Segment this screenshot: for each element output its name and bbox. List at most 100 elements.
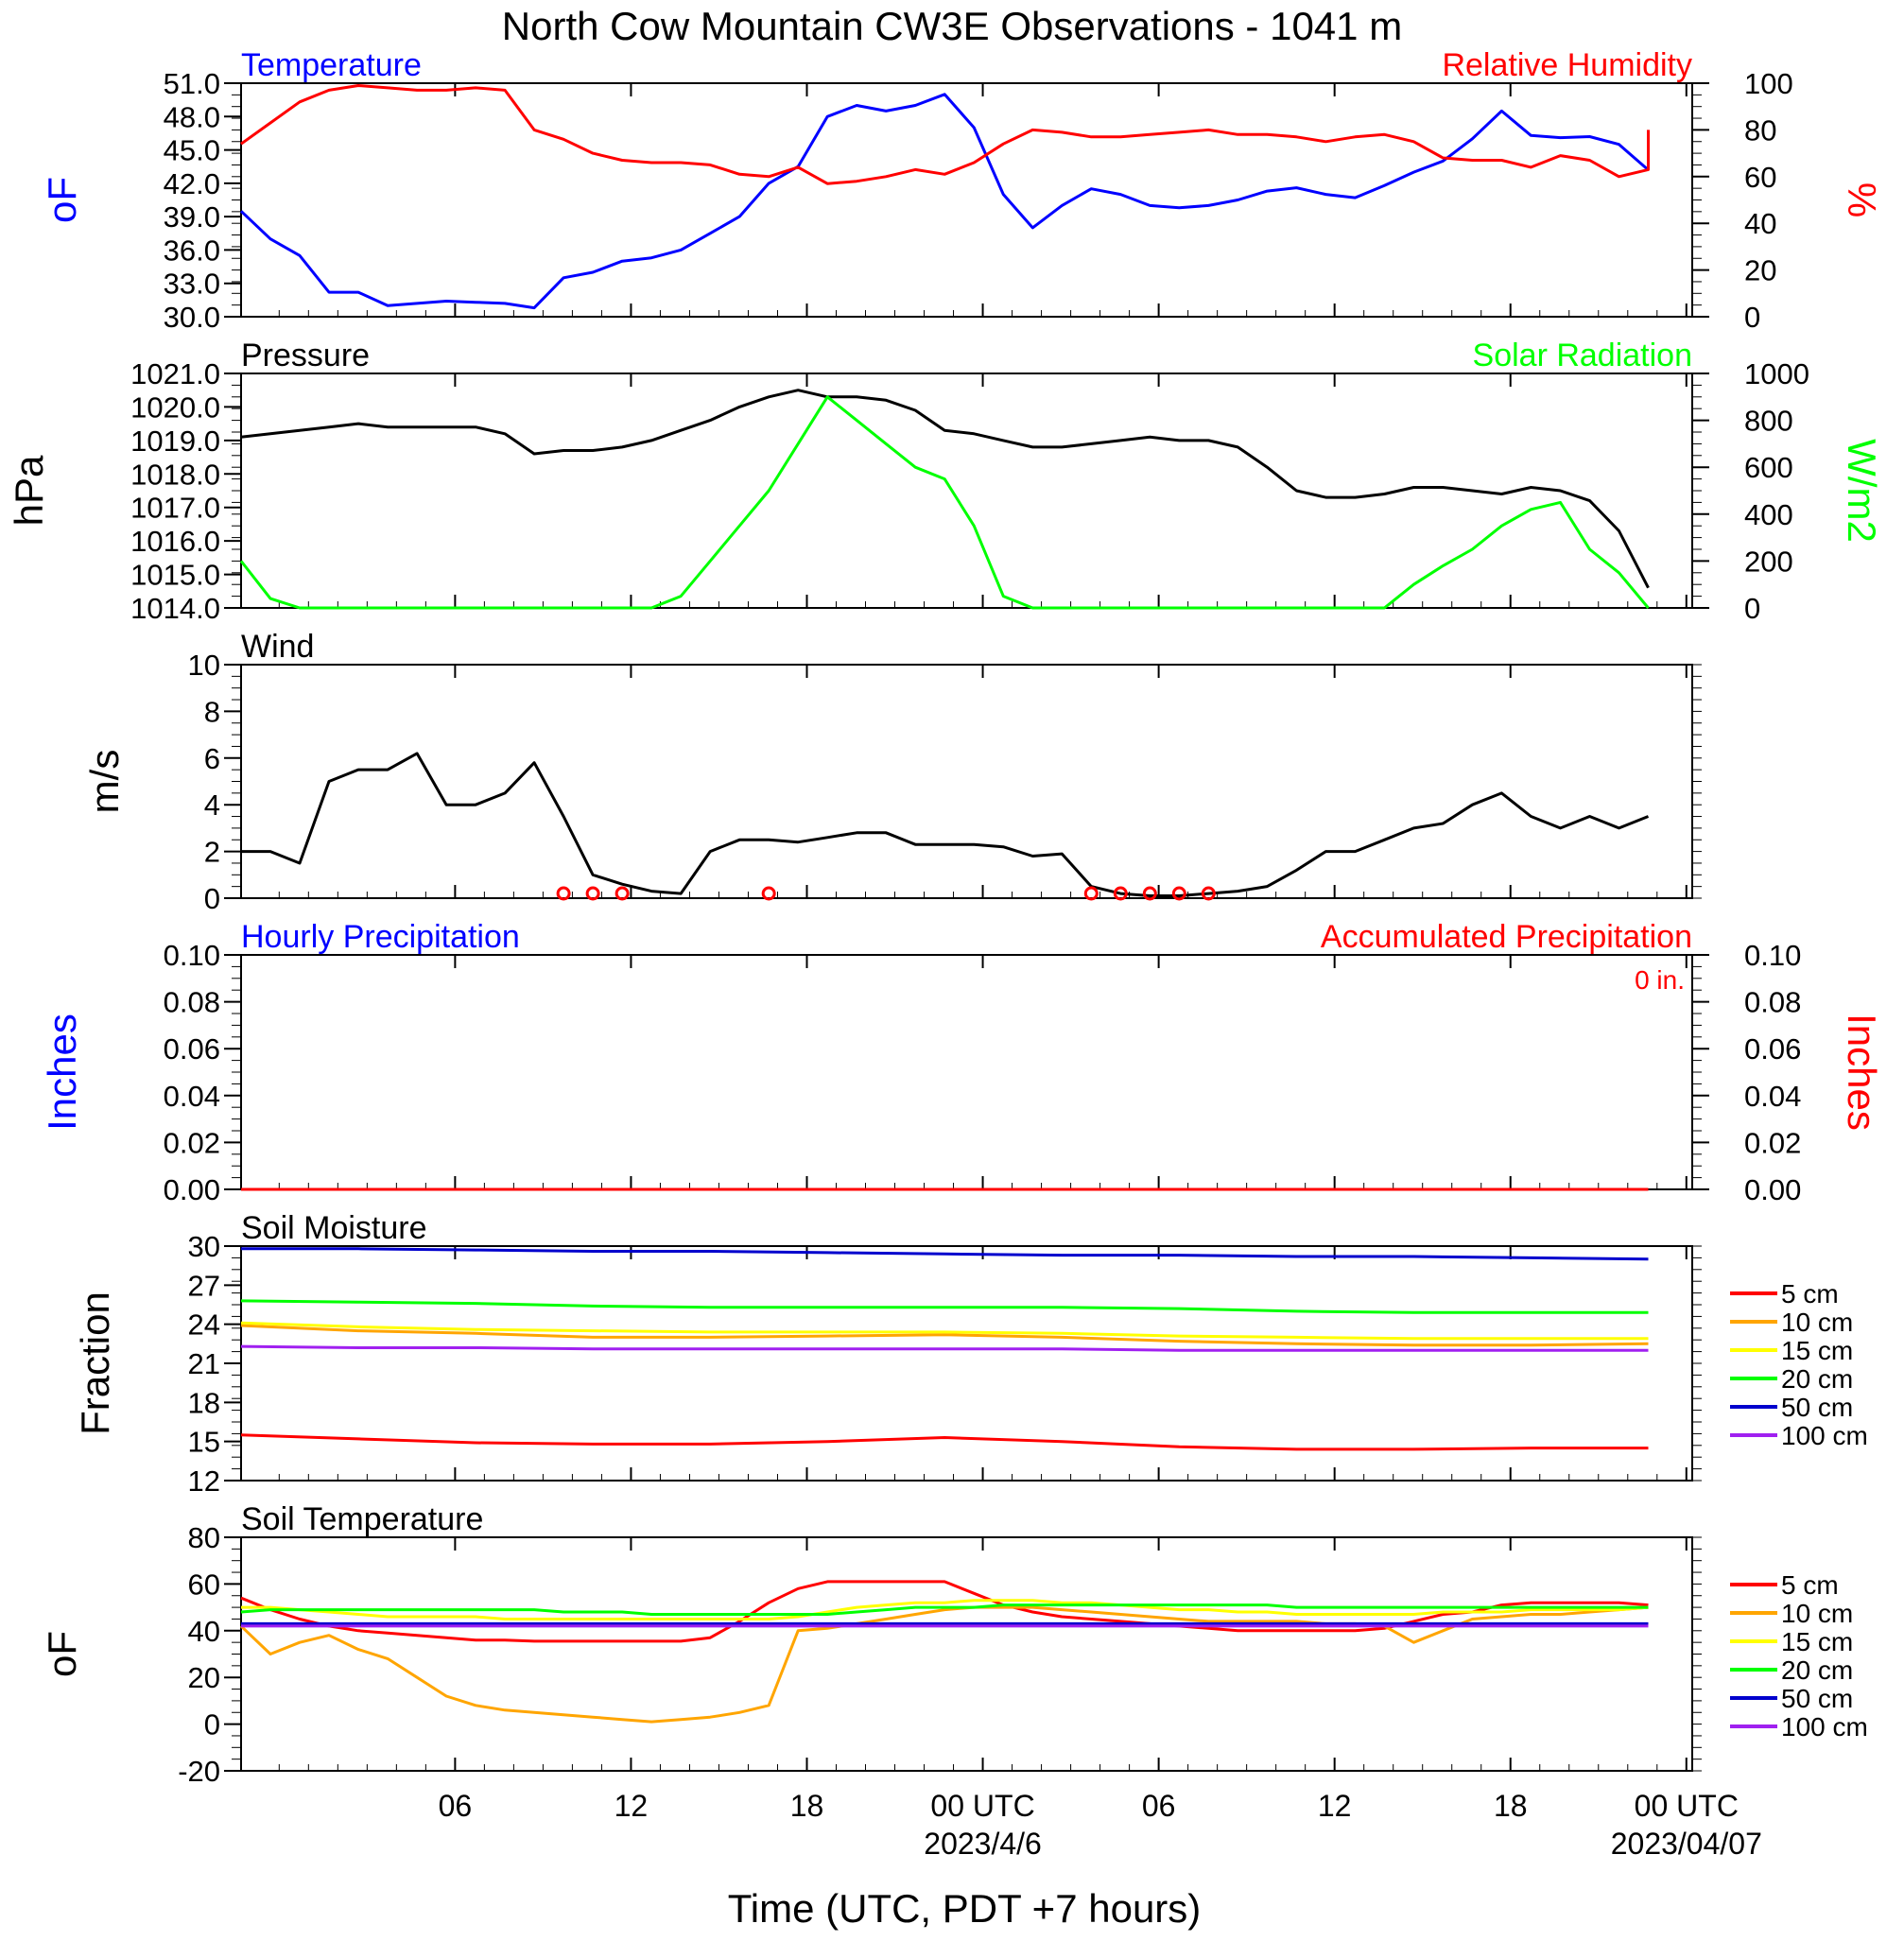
panel-title-right: Relative Humidity <box>1442 47 1692 83</box>
y-tick-label-left: 39.0 <box>164 200 220 234</box>
y-tick-label-right: 0 <box>1744 592 1760 625</box>
panel-title-right: Accumulated Precipitation <box>1321 919 1692 955</box>
y-tick-label-left: 80 <box>188 1521 220 1554</box>
y-axis-label-left: Inches <box>40 1014 84 1131</box>
y-tick-label-left: 42.0 <box>164 167 220 200</box>
y-tick-label-left: 0 <box>204 882 220 915</box>
calm-wind-marker <box>1083 886 1099 901</box>
y-tick-label-left: 0.02 <box>164 1126 220 1159</box>
y-tick-label-left: 20 <box>188 1661 220 1694</box>
series-line-10-cm <box>240 1324 1649 1347</box>
x-axis-ticks: 06 12 18 00 UTC 06 12 18 00 UTC 2023/4/6 2023/04/… <box>439 1789 1762 1861</box>
y-axis-label-left: oF <box>40 177 84 223</box>
panel-title-left: Soil Moisture <box>241 1210 427 1246</box>
series-line-pressure <box>240 389 1650 589</box>
y-tick-label-right: 60 <box>1744 161 1776 194</box>
y-tick-label-left: 1020.0 <box>130 390 220 424</box>
y-axis-label-left: hPa <box>7 455 51 526</box>
panel-title-left: Pressure <box>241 338 370 373</box>
y-tick-label-left: 1018.0 <box>130 458 220 491</box>
panel-title-left: Hourly Precipitation <box>241 919 520 955</box>
calm-wind-marker <box>1113 886 1128 901</box>
y-tick-label-left: 1017.0 <box>130 492 220 525</box>
y-tick-label-left: 12 <box>188 1464 220 1498</box>
panel-frame <box>240 664 1693 899</box>
chart-title: North Cow Mountain CW3E Observations - 1… <box>502 4 1402 48</box>
series-line-50-cm <box>241 1247 1649 1261</box>
x-tick-label: 00 UTC <box>930 1789 1034 1823</box>
y-tick-label-left: 0 <box>204 1708 220 1742</box>
y-tick-label-left: 0.08 <box>164 986 220 1019</box>
panels: 51.048.045.042.039.036.033.030.010080604… <box>7 47 1884 1788</box>
y-axis-label-right: % <box>1840 182 1884 217</box>
series-line-15-cm <box>241 1599 1649 1620</box>
series-line-temperature <box>239 93 1650 310</box>
y-tick-label-right: 40 <box>1744 207 1776 240</box>
series-line-100-cm <box>240 1344 1649 1352</box>
calm-wind-marker <box>1201 886 1216 901</box>
legend-label: 50 cm <box>1781 1684 1853 1713</box>
panel-frame <box>240 1245 1693 1482</box>
y-tick-label-left: 1021.0 <box>130 357 220 390</box>
y-tick-label-left: 10 <box>188 649 220 682</box>
y-tick-label-left: 24 <box>188 1308 220 1342</box>
panel-pressure-solar: 1021.01020.01019.01018.01017.01016.01015… <box>7 338 1884 625</box>
legend-label: 15 cm <box>1781 1336 1853 1365</box>
y-tick-label-right: 0.00 <box>1744 1173 1801 1206</box>
legend-label: 5 cm <box>1781 1570 1839 1600</box>
panel-title-left: Soil Temperature <box>241 1501 483 1537</box>
y-tick-label-left: 2 <box>204 836 220 869</box>
y-axis-label-left: m/s <box>82 750 127 814</box>
y-tick-label-left: 8 <box>204 695 220 728</box>
legend-label: 20 cm <box>1781 1655 1853 1685</box>
y-tick-label-left: 1015.0 <box>130 559 220 592</box>
y-tick-label-left: 48.0 <box>164 100 220 133</box>
y-tick-label-right: 80 <box>1744 113 1776 147</box>
series-line-10-cm <box>239 1605 1649 1724</box>
y-tick-label-left: 21 <box>188 1347 220 1380</box>
y-axis-label-right: W/m2 <box>1840 439 1884 543</box>
y-tick-label-left: 6 <box>204 742 220 775</box>
accumulated-total-label: 0 in. <box>1635 965 1685 995</box>
x-tick-label: 18 <box>1494 1789 1528 1823</box>
x-tick-label: 00 UTC <box>1635 1789 1739 1823</box>
legend-label: 50 cm <box>1781 1393 1853 1422</box>
legend-label: 20 cm <box>1781 1364 1853 1394</box>
calm-wind-marker <box>556 886 571 901</box>
calm-wind-marker <box>1171 886 1186 901</box>
panel-title-left: Temperature <box>241 47 422 83</box>
panel-title-right: Solar Radiation <box>1473 338 1692 373</box>
series-line-15-cm <box>240 1321 1649 1341</box>
series-line-20-cm <box>240 1299 1649 1314</box>
x-date-label: 2023/4/6 <box>924 1827 1042 1861</box>
y-tick-label-right: 800 <box>1744 405 1793 438</box>
calm-wind-marker <box>585 886 600 901</box>
legend-label: 15 cm <box>1781 1627 1853 1656</box>
panel-frame <box>240 954 1693 1190</box>
x-date-label: 2023/04/07 <box>1611 1827 1762 1861</box>
y-tick-label-left: 33.0 <box>164 268 220 301</box>
calm-wind-marker <box>761 886 776 901</box>
calm-wind-marker <box>614 886 630 901</box>
legend-label: 100 cm <box>1781 1421 1868 1450</box>
y-tick-label-right: 0.10 <box>1744 939 1801 972</box>
y-tick-label-left: 1016.0 <box>130 525 220 558</box>
y-tick-label-left: 1014.0 <box>130 592 220 625</box>
x-axis-label: Time (UTC, PDT +7 hours) <box>728 1886 1202 1931</box>
x-tick-label: 06 <box>1142 1789 1176 1823</box>
y-tick-label-left: -20 <box>178 1755 220 1788</box>
y-tick-label-left: 4 <box>204 789 220 822</box>
y-tick-label-right: 0.02 <box>1744 1126 1801 1159</box>
y-tick-label-right: 0.04 <box>1744 1080 1801 1113</box>
x-tick-label: 12 <box>1318 1789 1352 1823</box>
x-tick-label: 06 <box>439 1789 473 1823</box>
series-line-wind-speed <box>241 752 1650 897</box>
y-axis-label-left: Fraction <box>73 1291 117 1435</box>
panel-title-left: Wind <box>241 629 314 665</box>
y-tick-label-left: 30 <box>188 1230 220 1263</box>
series-line-5-cm <box>240 1580 1649 1643</box>
panel-precipitation: 0.10 0.08 0.06 0.04 0.02 0.00 0.10 0.08 0.06 0.04… <box>40 919 1884 1206</box>
